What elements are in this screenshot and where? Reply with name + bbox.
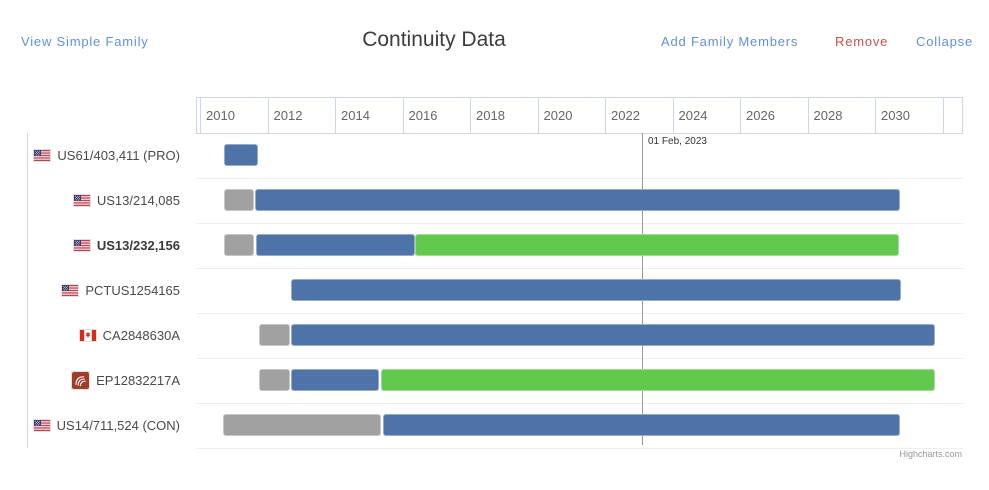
collapse-link[interactable]: Collapse bbox=[916, 34, 973, 49]
canada-flag-icon bbox=[78, 329, 97, 342]
row-label-text: PCTUS1254165 bbox=[85, 283, 180, 298]
x-axis-cell-border bbox=[402, 97, 404, 133]
us-flag-icon bbox=[33, 149, 52, 162]
row-label-text: EP12832217A bbox=[96, 373, 180, 388]
x-axis-year-label: 2028 bbox=[813, 108, 843, 123]
x-axis-cell-border bbox=[605, 97, 606, 133]
x-axis-cell-border bbox=[200, 97, 201, 133]
us-flag-icon bbox=[61, 284, 80, 297]
add-family-members-link[interactable]: Add Family Members bbox=[661, 34, 799, 49]
x-axis-cell-border bbox=[875, 97, 876, 133]
row-separator bbox=[196, 268, 963, 269]
epo-logo-icon bbox=[71, 371, 91, 390]
x-axis-cell-border bbox=[962, 97, 963, 133]
row-separator bbox=[196, 178, 963, 179]
gantt-bar-segment-gray[interactable] bbox=[224, 234, 255, 256]
x-axis-cell-border bbox=[807, 97, 809, 133]
x-axis-year-label: 2024 bbox=[678, 108, 708, 123]
gantt-bar-segment-green[interactable] bbox=[415, 234, 899, 256]
y-axis-line bbox=[27, 133, 28, 448]
x-axis-bottom-border bbox=[196, 133, 963, 134]
x-axis-top-border bbox=[196, 97, 963, 98]
row-separator bbox=[196, 223, 963, 224]
row-label-text: CA2848630A bbox=[102, 328, 180, 343]
gantt-bar-segment-gray[interactable] bbox=[224, 189, 255, 211]
row-label[interactable]: US13/214,085 bbox=[20, 178, 180, 223]
row-label[interactable]: EP12832217A bbox=[20, 358, 180, 403]
gantt-bar-segment-blue[interactable] bbox=[291, 279, 901, 301]
x-axis-year-label: 2022 bbox=[611, 108, 640, 123]
x-axis-cell-border bbox=[740, 97, 741, 133]
highcharts-credit: Highcharts.com bbox=[899, 449, 962, 459]
x-axis-year-label: 2026 bbox=[746, 108, 775, 123]
row-label-text: US14/711,524 (CON) bbox=[56, 418, 180, 433]
row-label-text: US13/232,156 bbox=[96, 238, 180, 253]
x-axis-year-label: 2012 bbox=[273, 108, 303, 123]
row-label[interactable]: CA2848630A bbox=[20, 313, 180, 358]
today-label: 01 Feb, 2023 bbox=[648, 136, 707, 147]
row-label-text: US13/214,085 bbox=[96, 193, 180, 208]
row-label[interactable]: US61/403,411 (PRO) bbox=[20, 133, 180, 178]
gantt-bar-segment-gray[interactable] bbox=[259, 369, 291, 391]
gantt-bar-segment-blue[interactable] bbox=[224, 144, 259, 166]
x-axis-year-label: 2016 bbox=[408, 108, 438, 123]
x-axis-year-label: 2030 bbox=[881, 108, 910, 123]
x-axis-cell-border bbox=[672, 97, 674, 133]
remove-link[interactable]: Remove bbox=[835, 34, 889, 49]
x-axis-cell-border bbox=[942, 97, 944, 133]
x-axis-year-label: 2014 bbox=[341, 108, 370, 123]
gantt-bar-segment-blue[interactable] bbox=[256, 234, 415, 256]
view-simple-family-link[interactable]: View Simple Family bbox=[21, 34, 149, 49]
row-label[interactable]: PCTUS1254165 bbox=[20, 268, 180, 313]
us-flag-icon bbox=[72, 239, 91, 252]
gantt-bar-segment-blue[interactable] bbox=[291, 324, 935, 346]
x-axis-cell-border bbox=[335, 97, 336, 133]
row-label-text: US61/403,411 (PRO) bbox=[57, 148, 180, 163]
page-title: Continuity Data bbox=[362, 28, 506, 51]
gantt-bar-segment-green[interactable] bbox=[380, 369, 936, 391]
row-separator bbox=[196, 403, 963, 404]
gantt-bar-segment-blue[interactable] bbox=[382, 414, 900, 436]
x-axis-cell-border bbox=[196, 97, 197, 133]
row-separator bbox=[196, 313, 963, 314]
x-axis-year-label: 2018 bbox=[476, 108, 505, 123]
row-label[interactable]: US13/232,156 bbox=[20, 223, 180, 268]
gantt-bar-segment-blue[interactable] bbox=[255, 189, 900, 211]
x-axis-year-label: 2010 bbox=[206, 108, 235, 123]
row-label[interactable]: US14/711,524 (CON) bbox=[20, 403, 180, 448]
x-axis-cell-border bbox=[267, 97, 269, 133]
x-axis-cell-border bbox=[470, 97, 471, 133]
gantt-bar-segment-gray[interactable] bbox=[259, 324, 291, 346]
x-axis-year-label: 2020 bbox=[543, 108, 573, 123]
us-flag-icon bbox=[72, 194, 91, 207]
us-flag-icon bbox=[32, 419, 51, 432]
row-separator bbox=[196, 358, 963, 359]
gantt-bar-segment-gray[interactable] bbox=[223, 414, 381, 436]
gantt-bar-segment-blue[interactable] bbox=[291, 369, 379, 391]
row-separator bbox=[196, 448, 963, 449]
x-axis-cell-border bbox=[537, 97, 539, 133]
